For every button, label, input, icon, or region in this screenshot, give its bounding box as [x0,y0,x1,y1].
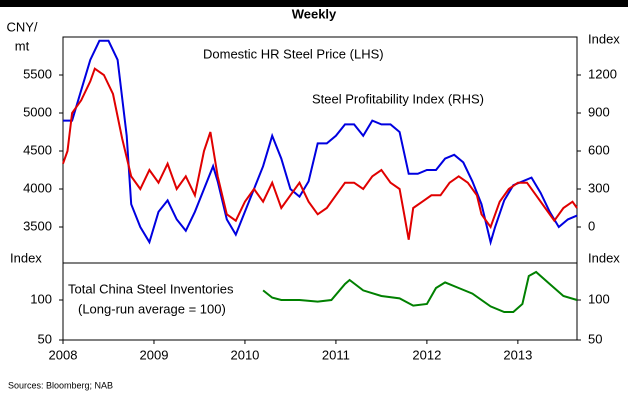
series-line [62,67,578,240]
y-tick-label: 4000 [23,180,52,195]
y2-axis-label: Index [588,31,620,46]
y2-tick-label: 0 [588,218,595,233]
x-tick-label: 2008 [49,347,78,362]
series-label: (Long-run average = 100) [78,301,226,316]
y2-tick-label: 600 [588,142,610,157]
source: Sources: Bloomberg; NAB [8,380,113,390]
y-tick-label: 50 [38,331,52,346]
x-tick-label: 2009 [140,347,169,362]
x-tick-label: 2012 [412,347,441,362]
y-tick-label: 100 [30,291,52,306]
x-tick-label: 2011 [322,347,350,362]
chart-title: Weekly [292,6,337,21]
y-tick-label: 3500 [23,218,52,233]
series-line [63,39,578,247]
series-label: Steel Profitability Index (RHS) [312,91,484,106]
y2-tick-label: 300 [588,180,610,195]
y-axis-label: Index [10,250,42,265]
x-tick-label: 2010 [230,347,259,362]
series-label: Total China Steel Inventories [68,281,234,296]
y-tick-label: 5500 [23,66,52,81]
y2-tick-label: 1200 [588,66,617,81]
y2-axis-label: Index [588,250,620,265]
y-tick-label: 4500 [23,142,52,157]
y2-tick-label: 100 [588,291,610,306]
top-bar [0,0,628,7]
y-axis-label: mt [15,38,30,53]
series-line [262,270,578,313]
x-tick-label: 2013 [503,347,532,362]
series-label: Domestic HR Steel Price (LHS) [203,46,384,61]
y-axis-label: CNY/ [6,19,37,34]
y2-tick-label: 50 [588,331,602,346]
y-tick-label: 5000 [23,104,52,119]
y2-tick-label: 900 [588,104,610,119]
